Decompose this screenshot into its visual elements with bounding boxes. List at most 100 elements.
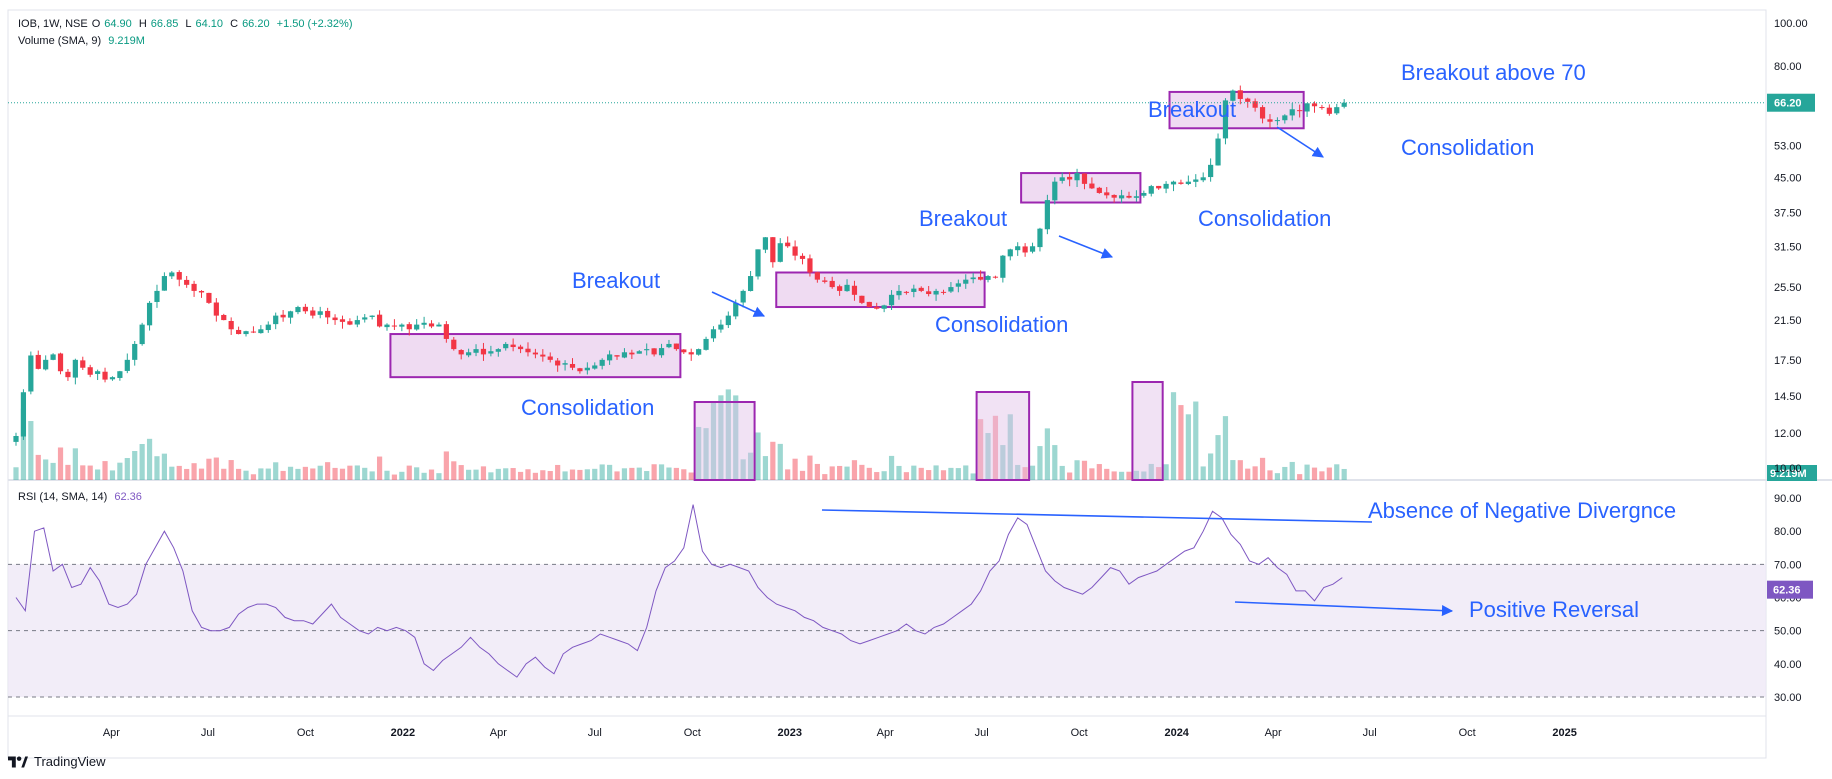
volume-bar	[1208, 453, 1214, 480]
candle-body	[1267, 119, 1273, 122]
price-tick-label: 21.50	[1774, 315, 1802, 327]
price-tick-label: 80.00	[1774, 61, 1802, 73]
consolidation-label-1: Consolidation	[521, 395, 654, 420]
candle-body	[911, 288, 917, 292]
volume-bar	[495, 468, 501, 480]
volume-bar	[577, 469, 583, 480]
volume-bar	[718, 395, 724, 480]
volume-bar	[13, 467, 19, 480]
volume-bar	[1067, 472, 1073, 480]
candle-body	[718, 324, 724, 330]
candle-body	[532, 352, 538, 355]
volume-bar	[206, 458, 212, 480]
volume-bar	[347, 465, 353, 480]
volume-bar	[236, 468, 242, 480]
candle-body	[844, 284, 850, 292]
volume-highlight-2	[975, 391, 1031, 481]
candle-body	[829, 280, 835, 288]
candle-body	[154, 290, 160, 302]
volume-bar	[1022, 467, 1028, 480]
candle-body	[1178, 182, 1184, 184]
volume-bar	[50, 462, 56, 480]
volume-bar	[369, 471, 375, 480]
candle-body	[273, 315, 279, 325]
candle-body	[87, 367, 93, 375]
candle-body	[926, 291, 932, 295]
volume-bar	[295, 468, 301, 480]
candle-body	[458, 350, 464, 355]
candle-body	[265, 324, 271, 331]
rsi-label[interactable]: RSI (14, SMA, 14)	[18, 491, 108, 503]
volume-bar	[436, 473, 442, 480]
candle-body	[525, 348, 531, 353]
candle-body	[1104, 192, 1110, 196]
volume-bar	[1163, 464, 1169, 480]
volume-bar	[362, 467, 368, 480]
rsi-tick-label: 90.00	[1774, 493, 1802, 505]
volume-highlight-1	[693, 401, 756, 481]
volume-bar	[161, 453, 167, 480]
last-price-line: 66.20 9.219M	[8, 93, 1817, 481]
volume-bar	[540, 470, 546, 480]
volume-bar	[985, 433, 991, 480]
candle-body	[1237, 90, 1243, 99]
volume-bar	[785, 469, 791, 480]
close-label: C	[230, 18, 239, 30]
last-volume-label: 9.219M	[1770, 468, 1807, 480]
candle-body	[948, 287, 954, 292]
tradingview-logo[interactable]: TradingView	[8, 754, 106, 769]
volume-bar	[1104, 468, 1110, 480]
candle-body	[43, 359, 49, 370]
volume-bar	[503, 468, 509, 480]
volume-bar	[1282, 466, 1288, 480]
candle-body	[443, 324, 449, 339]
volume-bar	[302, 466, 308, 480]
volume-bar	[562, 471, 568, 480]
volume-bar	[376, 456, 383, 480]
candle-body	[280, 314, 286, 318]
candle-body	[132, 343, 138, 360]
rsi-legend: RSI (14, SMA, 14) 62.36	[18, 491, 146, 503]
candle-body	[1044, 200, 1050, 230]
volume-bar	[124, 458, 130, 480]
volume-bar	[250, 474, 257, 480]
volume-bar	[354, 465, 360, 480]
candle-body	[1052, 181, 1058, 201]
candle-body	[636, 351, 642, 354]
volume-bar	[1267, 470, 1273, 480]
candle-body	[992, 276, 999, 278]
candle-body	[295, 307, 301, 313]
volume-bar	[926, 470, 932, 480]
symbol-name[interactable]: IOB, 1W, NSE	[18, 18, 88, 30]
candle-body	[258, 329, 264, 334]
candle-body	[198, 290, 205, 293]
candle-body	[421, 322, 427, 325]
candle-body	[1208, 164, 1214, 178]
open-value: 64.90	[104, 18, 132, 30]
candle-body	[1185, 181, 1191, 185]
volume-bar	[1334, 464, 1340, 480]
candle-body	[658, 348, 665, 356]
volume-bar	[221, 468, 227, 480]
price-tick-label: 14.50	[1774, 391, 1802, 403]
volume-bar	[1096, 464, 1102, 480]
volume-bar	[681, 469, 687, 480]
volume-bar	[651, 464, 657, 480]
candle-body	[1074, 173, 1080, 181]
volume-bar	[198, 468, 205, 480]
volume-bar	[399, 471, 405, 480]
candle-body	[1170, 181, 1177, 185]
rsi-reversal-arrow	[1234, 601, 1454, 617]
volume-label[interactable]: Volume (SMA, 9)	[18, 35, 102, 47]
volume-bar	[510, 468, 516, 480]
volume-bar	[391, 474, 398, 480]
candle-body	[109, 377, 116, 380]
volume-bar	[109, 470, 116, 480]
volume-bar	[851, 460, 858, 480]
time-tick-label: Jul	[975, 727, 989, 739]
price-tick-label: 25.50	[1774, 282, 1802, 294]
volume-bar	[1311, 467, 1318, 480]
candle-body	[473, 349, 479, 353]
candle-body	[517, 346, 524, 350]
